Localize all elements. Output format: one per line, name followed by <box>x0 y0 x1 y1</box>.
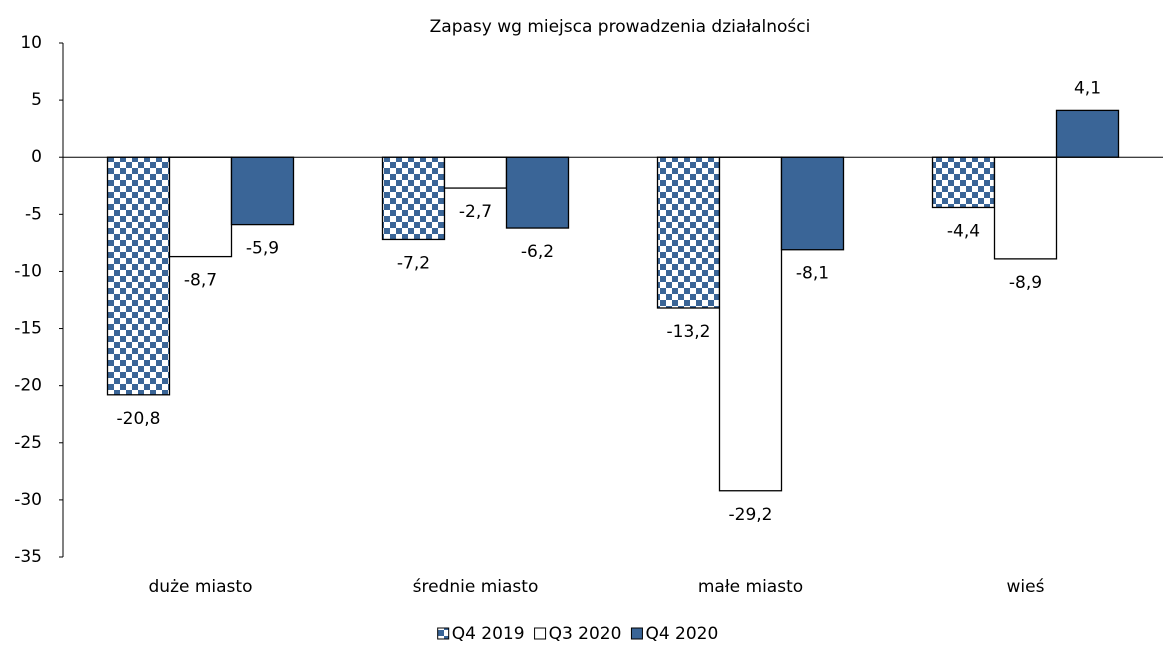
bar <box>230 156 295 226</box>
y-tick-label: -15 <box>14 319 42 339</box>
bar <box>381 156 446 241</box>
legend-swatch <box>437 627 450 640</box>
y-tick-label: -30 <box>14 490 42 510</box>
data-label: -6,2 <box>521 242 554 262</box>
y-tick-label: -35 <box>14 547 42 567</box>
x-tick-label: wieś <box>1007 577 1045 597</box>
y-tick-label: 0 <box>31 147 42 167</box>
data-label: -7,2 <box>397 253 430 273</box>
legend-swatch <box>630 627 643 640</box>
y-tick-label: -20 <box>14 376 42 396</box>
bar <box>993 156 1058 260</box>
bar <box>443 156 508 189</box>
bar <box>168 156 233 258</box>
x-tick-label: średnie miasto <box>413 577 539 597</box>
bar <box>718 156 783 492</box>
bar <box>106 156 171 396</box>
bar <box>780 156 845 251</box>
data-label: -20,8 <box>117 409 161 429</box>
bar <box>1055 109 1120 158</box>
data-label: -29,2 <box>729 505 773 525</box>
bar <box>505 156 570 229</box>
data-label: -5,9 <box>246 239 279 259</box>
data-label: -13,2 <box>667 322 711 342</box>
data-label: 4,1 <box>1074 78 1101 98</box>
y-tick-label: -10 <box>14 261 42 281</box>
legend-swatch <box>534 627 547 640</box>
y-tick-label: -25 <box>14 433 42 453</box>
y-tick-label: -5 <box>25 204 42 224</box>
data-label: -4,4 <box>947 221 980 241</box>
data-label: -2,7 <box>459 202 492 222</box>
y-tick-label: 5 <box>31 90 42 110</box>
data-label: -8,1 <box>796 264 829 284</box>
data-label: -8,7 <box>184 271 217 291</box>
chart-title: Zapasy wg miejsca prowadzenia działalnoś… <box>430 17 811 37</box>
legend-label: Q3 2020 <box>549 624 622 644</box>
y-tick-label: 10 <box>20 33 42 53</box>
data-label: -8,9 <box>1009 273 1042 293</box>
legend-label: Q4 2020 <box>645 624 718 644</box>
x-tick-label: duże miasto <box>149 577 253 597</box>
bar <box>931 156 996 209</box>
bar <box>656 156 721 309</box>
x-tick-label: małe miasto <box>698 577 803 597</box>
legend-label: Q4 2019 <box>452 624 525 644</box>
